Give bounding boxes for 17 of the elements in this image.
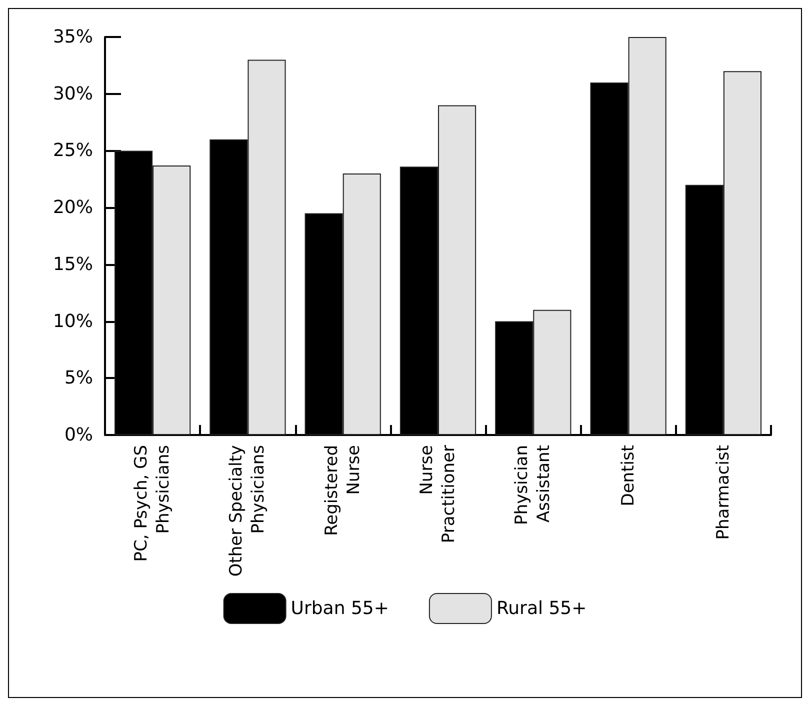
y-tick-label: 10% (52, 310, 93, 332)
y-tick-label: 15% (52, 254, 93, 275)
y-tick-label: 0% (64, 424, 93, 446)
y-tick-label: 30% (52, 83, 93, 104)
x-tick-label: Other Specialty Physicians (226, 444, 269, 577)
x-tick-label: Dentist (618, 444, 638, 506)
legend-label: Rural 55+ (496, 598, 587, 619)
x-tick-label: Registered Nurse (322, 445, 364, 536)
x-tick-label: Pharmacist (713, 444, 734, 540)
x-tick-label: Nurse Practitioner (417, 444, 459, 544)
x-tick-label: Physician Assistant (512, 444, 554, 525)
y-tick-label: 20% (52, 197, 93, 218)
y-tick-label: 5% (64, 368, 93, 389)
legend-label: Urban 55+ (290, 598, 389, 619)
x-tick-label: PC, Psych, GS Physicians (132, 444, 174, 562)
y-tick-label: 35% (52, 26, 93, 48)
y-tick-label: 25% (52, 140, 93, 162)
